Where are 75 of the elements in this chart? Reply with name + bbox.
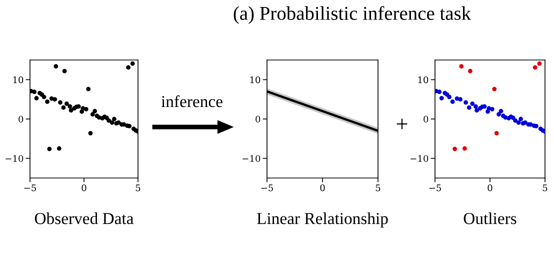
point [42, 94, 46, 100]
point [490, 106, 494, 112]
y-tick-label: 0 [18, 116, 24, 123]
point [492, 86, 497, 92]
point [92, 108, 97, 114]
x-axis-title: Observed Data [34, 212, 134, 224]
x-tick-label: −5 [24, 184, 36, 192]
point [516, 120, 521, 125]
text: + [396, 118, 408, 130]
point [458, 97, 462, 102]
x-tick-label: 0 [488, 184, 492, 192]
point [518, 116, 523, 122]
point [84, 106, 88, 112]
point [450, 99, 455, 104]
text: (a) Probabilistic inference task [234, 6, 472, 24]
point [496, 112, 501, 116]
point [462, 146, 467, 151]
point [110, 120, 114, 125]
y-tick-label: 10 [250, 76, 260, 84]
point [130, 61, 135, 66]
x-tick-label: −5 [429, 184, 441, 192]
point [34, 96, 39, 100]
y-tick-label: −10 [410, 155, 428, 162]
point [106, 118, 112, 123]
x-tick-label: 5 [136, 184, 140, 192]
text: inference [161, 95, 222, 108]
y-tick-label: −10 [242, 155, 260, 162]
point [52, 97, 58, 102]
point [537, 61, 542, 66]
point [459, 64, 464, 68]
point [513, 118, 518, 123]
x-axis-title: Linear Relationship [257, 212, 388, 228]
y-tick-label: 0 [424, 116, 428, 123]
x-tick-label: 0 [320, 184, 325, 192]
point [523, 120, 528, 125]
x-tick-label: 0 [82, 184, 86, 192]
y-tick-label: 0 [256, 116, 260, 123]
point [468, 68, 472, 74]
point [498, 108, 504, 114]
point [88, 130, 93, 136]
point [452, 146, 457, 152]
point [112, 116, 116, 122]
y-tick-label: 10 [418, 76, 428, 84]
point [466, 105, 472, 110]
point [474, 108, 479, 113]
point [32, 90, 37, 94]
point [58, 100, 62, 105]
point [437, 90, 442, 94]
x-axis-title: Outliers [464, 212, 516, 224]
point [474, 104, 478, 109]
point [56, 146, 62, 151]
point [68, 104, 72, 109]
point [127, 124, 132, 128]
point [47, 146, 52, 152]
point [447, 94, 452, 100]
point [90, 112, 95, 116]
point [494, 130, 499, 136]
point [62, 68, 67, 74]
y-tick-label: 10 [13, 76, 24, 84]
point [54, 64, 58, 68]
point [464, 100, 468, 105]
point [61, 105, 66, 110]
x-tick-label: −5 [261, 184, 273, 192]
point [470, 101, 475, 106]
point [45, 99, 50, 104]
point [534, 124, 538, 128]
y-tick-label: −10 [6, 155, 24, 162]
point [126, 65, 130, 70]
point [86, 86, 91, 92]
x-tick-label: 5 [542, 184, 548, 192]
x-tick-label: 5 [376, 184, 380, 192]
point [532, 65, 538, 70]
point [64, 101, 69, 106]
point [439, 96, 444, 100]
point [68, 108, 74, 113]
